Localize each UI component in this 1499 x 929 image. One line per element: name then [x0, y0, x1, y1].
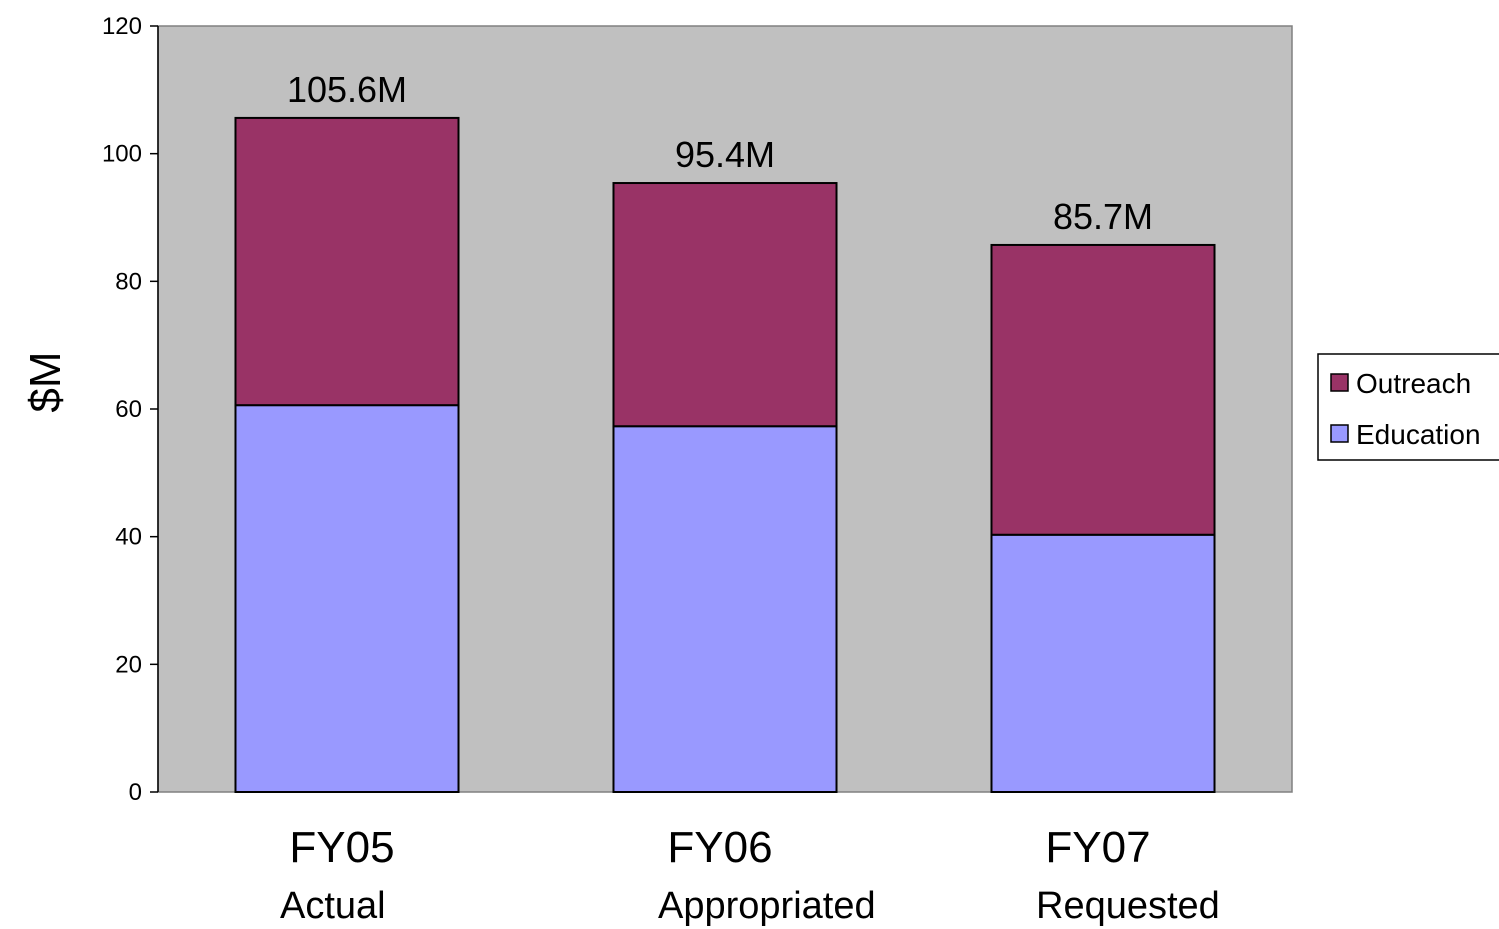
bar-total-label: 95.4M	[675, 134, 775, 175]
y-tick-label: 80	[115, 268, 142, 295]
x-category-label: FY06	[667, 823, 772, 872]
x-category-sublabel: Actual	[280, 885, 386, 927]
bar-outreach-fy06	[612, 182, 838, 428]
y-axis: 0 20 40 60 80 100 120	[102, 13, 159, 806]
bar-outreach-fy05	[234, 116, 460, 407]
bar-education-fy05	[234, 404, 460, 793]
bar-education-fy06	[612, 425, 838, 793]
y-tick-label: 60	[115, 396, 142, 423]
bars-group: 105.6M 95.4M 85.7M	[234, 69, 1216, 793]
legend-swatch-outreach	[1330, 373, 1349, 392]
legend-label-outreach: Outreach	[1356, 368, 1471, 399]
bar-outreach-fy07	[990, 243, 1216, 536]
y-axis-label: $M	[21, 351, 70, 412]
legend-swatch-education	[1330, 424, 1349, 443]
y-tick-label: 20	[115, 651, 142, 678]
bar-education-fy07	[990, 533, 1216, 793]
legend: Outreach Education	[1317, 353, 1499, 461]
bar-total-label: 85.7M	[1053, 196, 1153, 237]
category-labels: FY05 Actual FY06 Appropriated FY07 Requested	[280, 823, 1220, 927]
y-tick-label: 120	[102, 13, 142, 40]
x-category-sublabel: Requested	[1036, 885, 1220, 927]
legend-label-education: Education	[1356, 419, 1481, 450]
y-tick-label: 40	[115, 524, 142, 551]
x-category-label: FY05	[289, 823, 394, 872]
x-category-sublabel: Appropriated	[658, 885, 876, 927]
bar-total-label: 105.6M	[287, 69, 407, 110]
y-tick-label: 100	[102, 141, 142, 168]
y-tick-label: 0	[129, 779, 142, 806]
x-category-label: FY07	[1045, 823, 1150, 872]
